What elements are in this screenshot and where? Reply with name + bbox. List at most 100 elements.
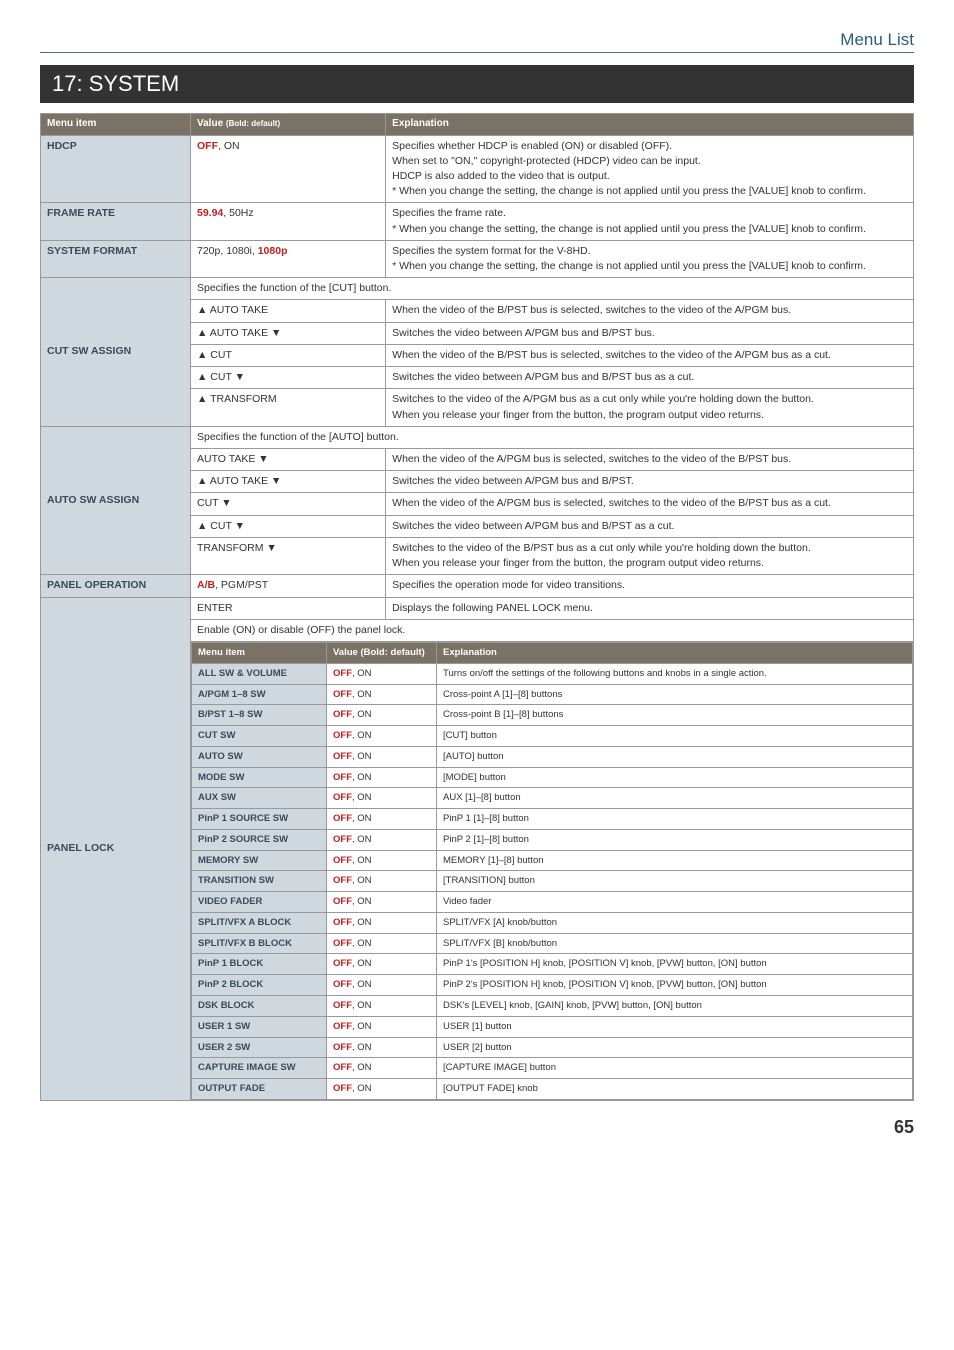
inner-menu-cell: MEMORY SW [192, 850, 327, 871]
inner-exp-cell: [CUT] button [437, 726, 913, 747]
table-row: SYSTEM FORMAT 720p, 1080i, 1080p Specifi… [41, 240, 914, 277]
menu-hdcp: HDCP [41, 135, 191, 203]
inner-exp-cell: PinP 1's [POSITION H] knob, [POSITION V]… [437, 954, 913, 975]
value-cell: CUT ▼ [191, 493, 386, 515]
inner-value-cell: OFF, ON [327, 892, 437, 913]
inner-exp-cell: Video fader [437, 892, 913, 913]
inner-exp-cell: SPLIT/VFX [A] knob/button [437, 912, 913, 933]
main-table: Menu item Value (Bold: default) Explanat… [40, 113, 914, 1101]
value-cell: ▲ AUTO TAKE ▼ [191, 471, 386, 493]
exp-cell: When the video of the A/PGM bus is selec… [386, 493, 914, 515]
menu-system-format: SYSTEM FORMAT [41, 240, 191, 277]
inner-exp-cell: Turns on/off the settings of the followi… [437, 663, 913, 684]
inner-row: CAPTURE IMAGE SWOFF, ON[CAPTURE IMAGE] b… [192, 1058, 913, 1079]
section-title: 17: SYSTEM [40, 65, 914, 103]
table-row: FRAME RATE 59.94, 50Hz Specifies the fra… [41, 203, 914, 240]
inner-value-cell: OFF, ON [327, 933, 437, 954]
inner-exp-cell: PinP 2's [POSITION H] knob, [POSITION V]… [437, 975, 913, 996]
inner-exp-cell: SPLIT/VFX [B] knob/button [437, 933, 913, 954]
inner-row: A/PGM 1–8 SWOFF, ONCross-point A [1]–[8]… [192, 684, 913, 705]
inner-menu-cell: DSK BLOCK [192, 995, 327, 1016]
value-cell: TRANSFORM ▼ [191, 537, 386, 574]
note-cell: Specifies the function of the [CUT] butt… [191, 278, 914, 300]
page-number: 65 [40, 1117, 914, 1138]
inner-col-menu: Menu item [192, 642, 327, 663]
menu-panel-operation: PANEL OPERATION [41, 575, 191, 597]
exp-cell: Switches to the video of the B/PST bus a… [386, 537, 914, 574]
inner-exp-cell: PinP 1 [1]–[8] button [437, 809, 913, 830]
inner-value-cell: OFF, ON [327, 767, 437, 788]
inner-value-cell: OFF, ON [327, 871, 437, 892]
inner-value-cell: OFF, ON [327, 954, 437, 975]
exp-cell: Specifies the system format for the V-8H… [386, 240, 914, 277]
inner-table: Menu item Value (Bold: default) Explanat… [191, 642, 913, 1100]
exp-cell: Switches to the video of the A/PGM bus a… [386, 389, 914, 426]
note-cell: Enable (ON) or disable (OFF) the panel l… [191, 619, 914, 641]
inner-menu-cell: AUTO SW [192, 746, 327, 767]
exp-cell: Switches the video between A/PGM bus and… [386, 471, 914, 493]
inner-row: SPLIT/VFX A BLOCKOFF, ONSPLIT/VFX [A] kn… [192, 912, 913, 933]
inner-row: SPLIT/VFX B BLOCKOFF, ONSPLIT/VFX [B] kn… [192, 933, 913, 954]
inner-menu-cell: PinP 2 BLOCK [192, 975, 327, 996]
inner-row: ALL SW & VOLUMEOFF, ONTurns on/off the s… [192, 663, 913, 684]
value-cell: ▲ CUT ▼ [191, 367, 386, 389]
menu-cut-sw-assign: CUT SW ASSIGN [41, 278, 191, 427]
inner-exp-cell: PinP 2 [1]–[8] button [437, 829, 913, 850]
table-row: AUTO SW ASSIGN Specifies the function of… [41, 426, 914, 448]
col-header-menu: Menu item [41, 114, 191, 136]
value-cell: OFF, ON [191, 135, 386, 203]
value-cell: ▲ CUT ▼ [191, 515, 386, 537]
inner-value-cell: OFF, ON [327, 1058, 437, 1079]
table-row: PANEL OPERATION A/B, PGM/PST Specifies t… [41, 575, 914, 597]
col-header-explanation: Explanation [386, 114, 914, 136]
inner-value-cell: OFF, ON [327, 1037, 437, 1058]
exp-cell: Switches the video between A/PGM bus and… [386, 515, 914, 537]
inner-menu-cell: USER 1 SW [192, 1016, 327, 1037]
inner-exp-cell: [AUTO] button [437, 746, 913, 767]
col-header-value: Value (Bold: default) [191, 114, 386, 136]
breadcrumb: Menu List [40, 30, 914, 53]
inner-menu-cell: VIDEO FADER [192, 892, 327, 913]
inner-menu-cell: CUT SW [192, 726, 327, 747]
inner-row: VIDEO FADEROFF, ONVideo fader [192, 892, 913, 913]
inner-row: PinP 2 BLOCKOFF, ONPinP 2's [POSITION H]… [192, 975, 913, 996]
inner-row: AUTO SWOFF, ON[AUTO] button [192, 746, 913, 767]
inner-exp-cell: Cross-point A [1]–[8] buttons [437, 684, 913, 705]
table-row: HDCP OFF, ON Specifies whether HDCP is e… [41, 135, 914, 203]
inner-value-cell: OFF, ON [327, 1016, 437, 1037]
inner-row: PinP 1 BLOCKOFF, ONPinP 1's [POSITION H]… [192, 954, 913, 975]
inner-row: AUX SWOFF, ONAUX [1]–[8] button [192, 788, 913, 809]
value-cell: A/B, PGM/PST [191, 575, 386, 597]
inner-menu-cell: ALL SW & VOLUME [192, 663, 327, 684]
inner-exp-cell: MEMORY [1]–[8] button [437, 850, 913, 871]
inner-value-cell: OFF, ON [327, 975, 437, 996]
inner-row: MODE SWOFF, ON[MODE] button [192, 767, 913, 788]
exp-cell: Displays the following PANEL LOCK menu. [386, 597, 914, 619]
inner-exp-cell: [CAPTURE IMAGE] button [437, 1058, 913, 1079]
inner-exp-cell: AUX [1]–[8] button [437, 788, 913, 809]
inner-menu-cell: OUTPUT FADE [192, 1079, 327, 1100]
inner-col-value: Value (Bold: default) [327, 642, 437, 663]
inner-col-exp: Explanation [437, 642, 913, 663]
inner-exp-cell: Cross-point B [1]–[8] buttons [437, 705, 913, 726]
inner-menu-cell: B/PST 1–8 SW [192, 705, 327, 726]
inner-menu-cell: PinP 2 SOURCE SW [192, 829, 327, 850]
inner-row: DSK BLOCKOFF, ONDSK's [LEVEL] knob, [GAI… [192, 995, 913, 1016]
value-cell: AUTO TAKE ▼ [191, 449, 386, 471]
inner-value-cell: OFF, ON [327, 995, 437, 1016]
menu-frame-rate: FRAME RATE [41, 203, 191, 240]
inner-exp-cell: [TRANSITION] button [437, 871, 913, 892]
inner-menu-cell: SPLIT/VFX B BLOCK [192, 933, 327, 954]
value-cell: ▲ TRANSFORM [191, 389, 386, 426]
inner-header-row: Menu item Value (Bold: default) Explanat… [192, 642, 913, 663]
value-cell: ▲ AUTO TAKE ▼ [191, 322, 386, 344]
inner-value-cell: OFF, ON [327, 829, 437, 850]
menu-panel-lock: PANEL LOCK [41, 597, 191, 1100]
inner-exp-cell: [OUTPUT FADE] knob [437, 1079, 913, 1100]
value-cell: 720p, 1080i, 1080p [191, 240, 386, 277]
inner-menu-cell: TRANSITION SW [192, 871, 327, 892]
inner-menu-cell: A/PGM 1–8 SW [192, 684, 327, 705]
inner-row: CUT SWOFF, ON[CUT] button [192, 726, 913, 747]
inner-row: USER 1 SWOFF, ONUSER [1] button [192, 1016, 913, 1037]
inner-value-cell: OFF, ON [327, 684, 437, 705]
